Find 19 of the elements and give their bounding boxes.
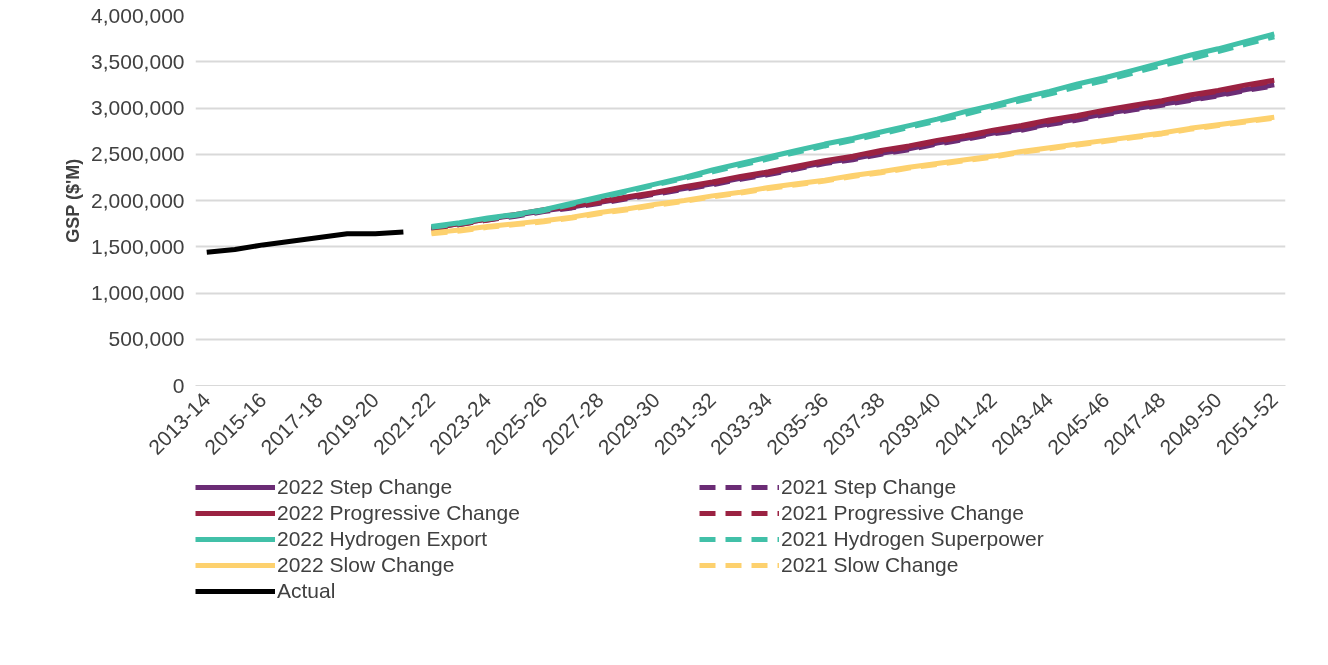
legend-label: 2022 Slow Change bbox=[277, 553, 456, 577]
legend-label: 2022 Hydrogen Export bbox=[277, 527, 489, 551]
legend-label: 2021 Step Change bbox=[781, 475, 958, 499]
legend-label: 2021 Slow Change bbox=[781, 553, 960, 577]
y-tick-label: 2,500,000 bbox=[91, 142, 185, 166]
y-tick-label: 0 bbox=[172, 373, 185, 397]
y-tick-label: 3,500,000 bbox=[91, 49, 185, 73]
y-tick-label: 1,000,000 bbox=[91, 281, 185, 304]
y-tick-label: 500,000 bbox=[108, 327, 185, 351]
y-tick-label: 3,000,000 bbox=[91, 96, 185, 119]
y-tick-label: 1,500,000 bbox=[91, 234, 185, 258]
legend-label: Actual bbox=[277, 579, 337, 603]
legend-label: 2022 Progressive Change bbox=[277, 501, 521, 525]
legend-label: 2021 Progressive Change bbox=[781, 501, 1025, 525]
y-axis-title: GSP ($'M) bbox=[63, 158, 84, 243]
y-tick-label: 4,000,000 bbox=[91, 3, 185, 27]
legend-label: 2021 Hydrogen Superpower bbox=[781, 527, 1045, 551]
y-tick-label: 2,000,000 bbox=[91, 188, 185, 212]
legend-label: 2022 Step Change bbox=[277, 475, 454, 499]
